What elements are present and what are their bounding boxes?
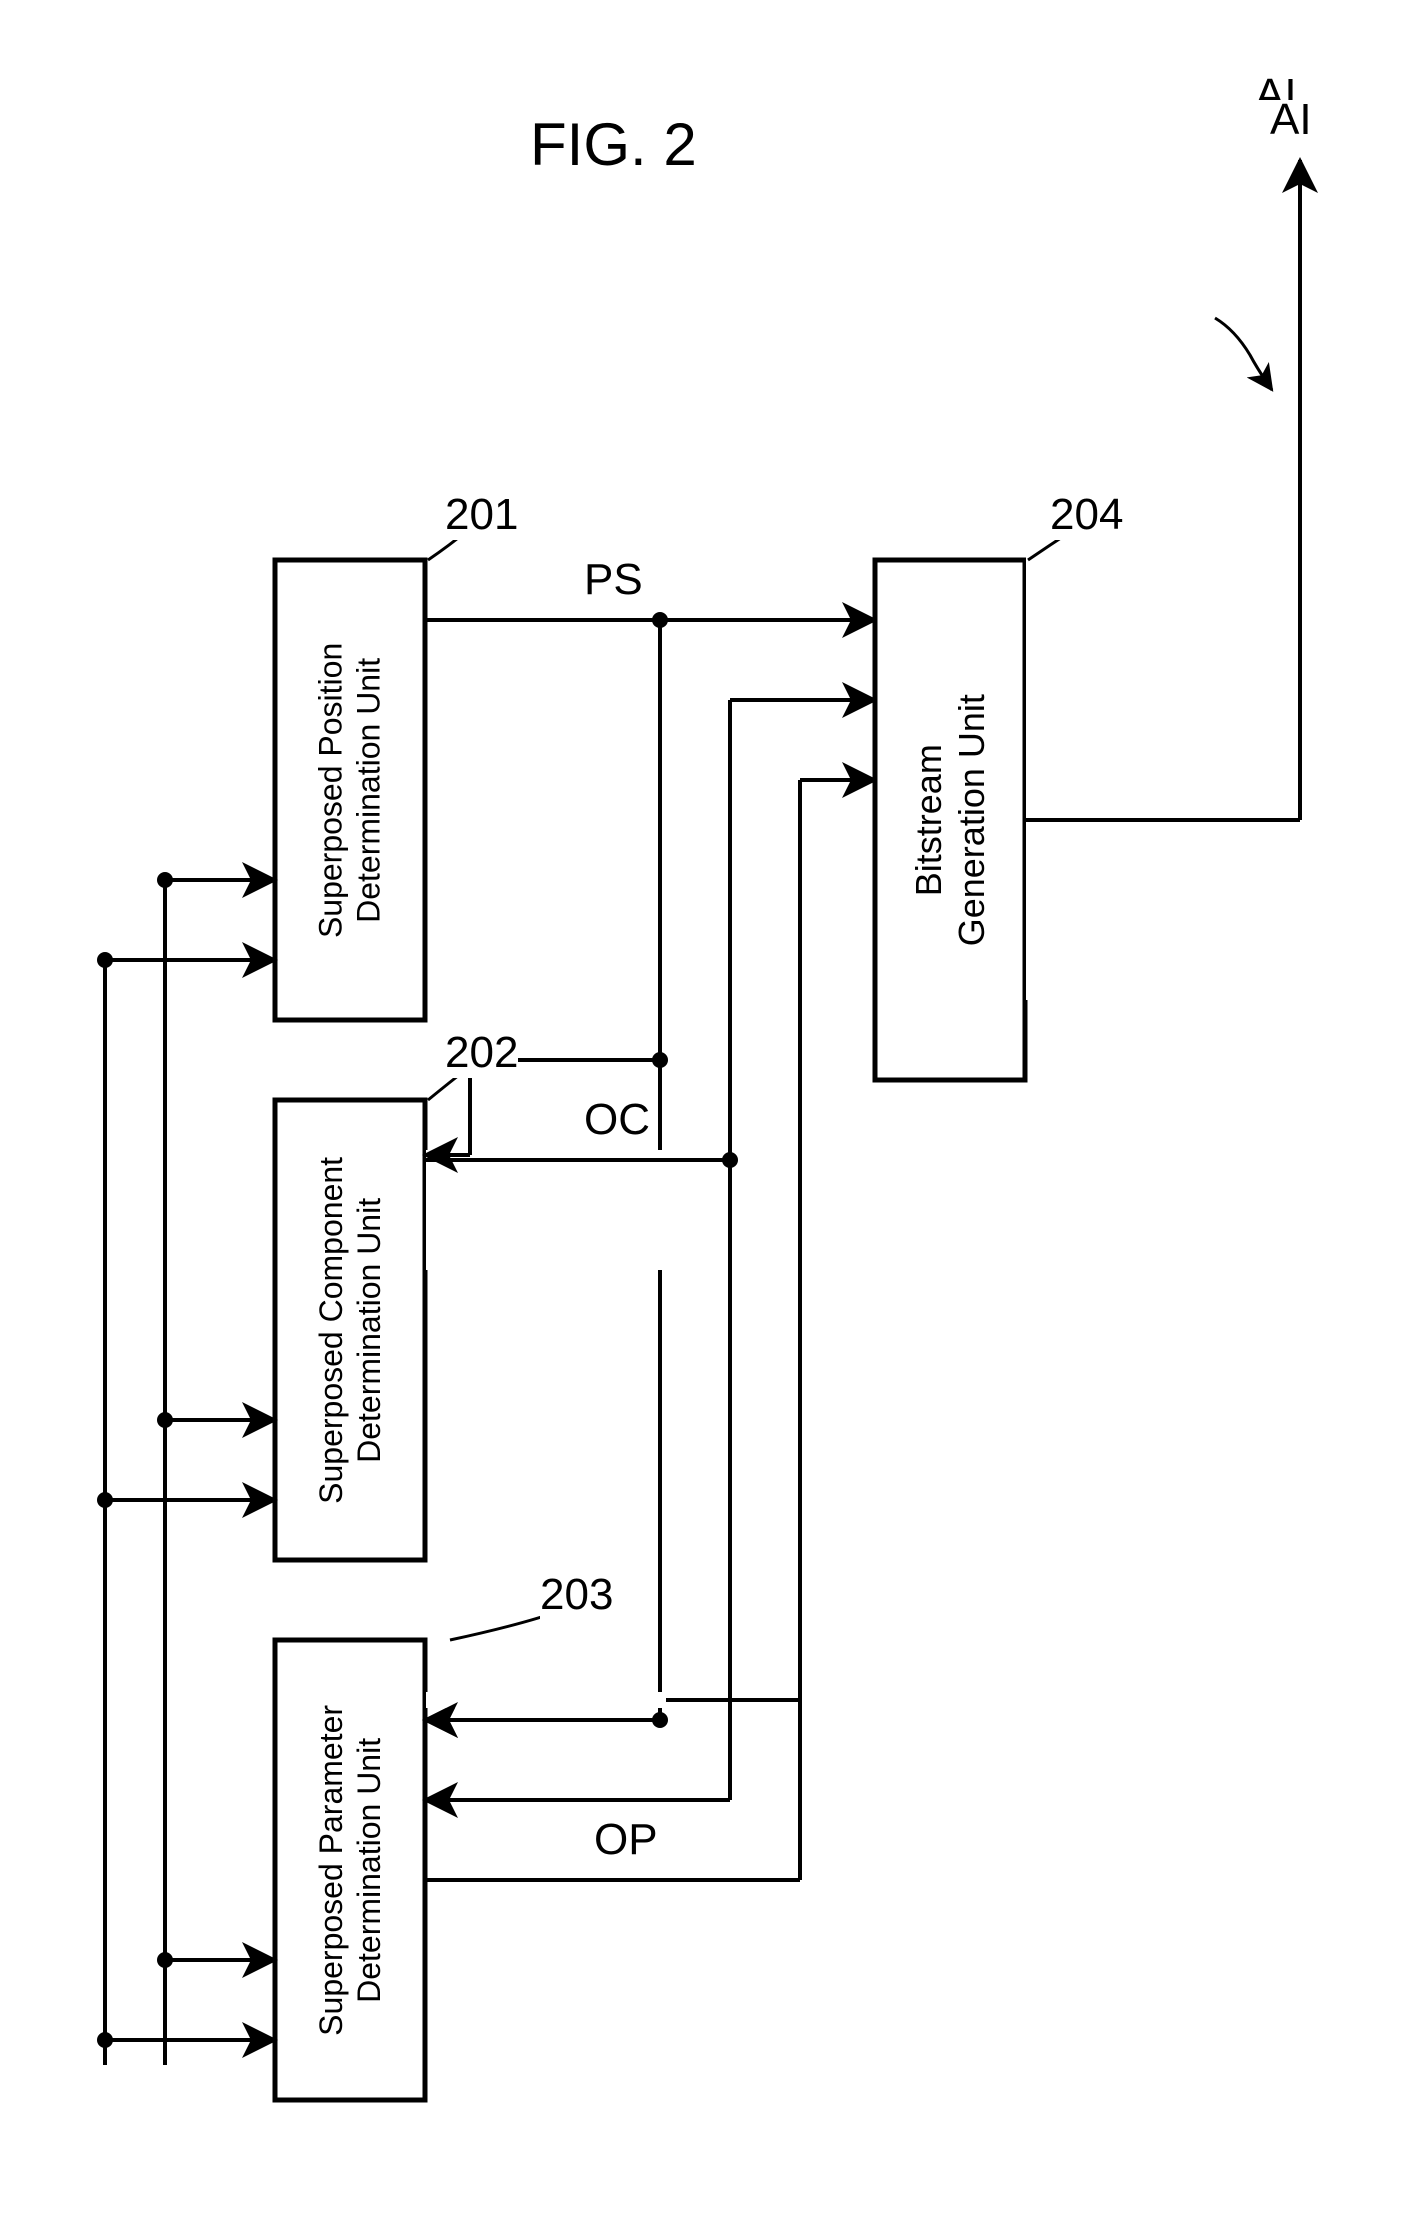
ref-202b: 202 [445, 1028, 518, 1078]
signal-oc: OC [570, 1300, 636, 1350]
ref-204b: 204 [1050, 490, 1123, 540]
ref-202: 202 [440, 1280, 513, 1330]
signal-ps2: PS [580, 555, 647, 605]
input-or-label: OR [75, 2075, 141, 2125]
output-ai-label2: AI [1270, 95, 1312, 145]
diagram-canvas: FIG. 2 102 Superposed Position Determina… [0, 0, 1417, 2235]
figure-label: FIG. 2 [530, 110, 697, 179]
system-ref-label: 102 [1180, 255, 1260, 310]
input-ld-label: LD [140, 2075, 196, 2125]
label-201: Superposed Position Determination Unit [275, 560, 425, 1020]
wiring-svg-clean [0, 0, 1417, 2235]
ref-201b: 201 [445, 490, 518, 540]
signal-op: OP [585, 1870, 649, 1920]
ref-203b: 203 [540, 1570, 613, 1620]
signal-op2: OP [590, 1815, 662, 1865]
label-203: Superposed Parameter Determination Unit [275, 1640, 425, 2100]
wiring-svg [0, 0, 1417, 2235]
signal-oc2: OC [580, 1095, 654, 1145]
label-202: Superposed Component Determination Unit [275, 1100, 425, 1560]
label-204: Bitstream Generation Unit [875, 560, 1025, 1080]
